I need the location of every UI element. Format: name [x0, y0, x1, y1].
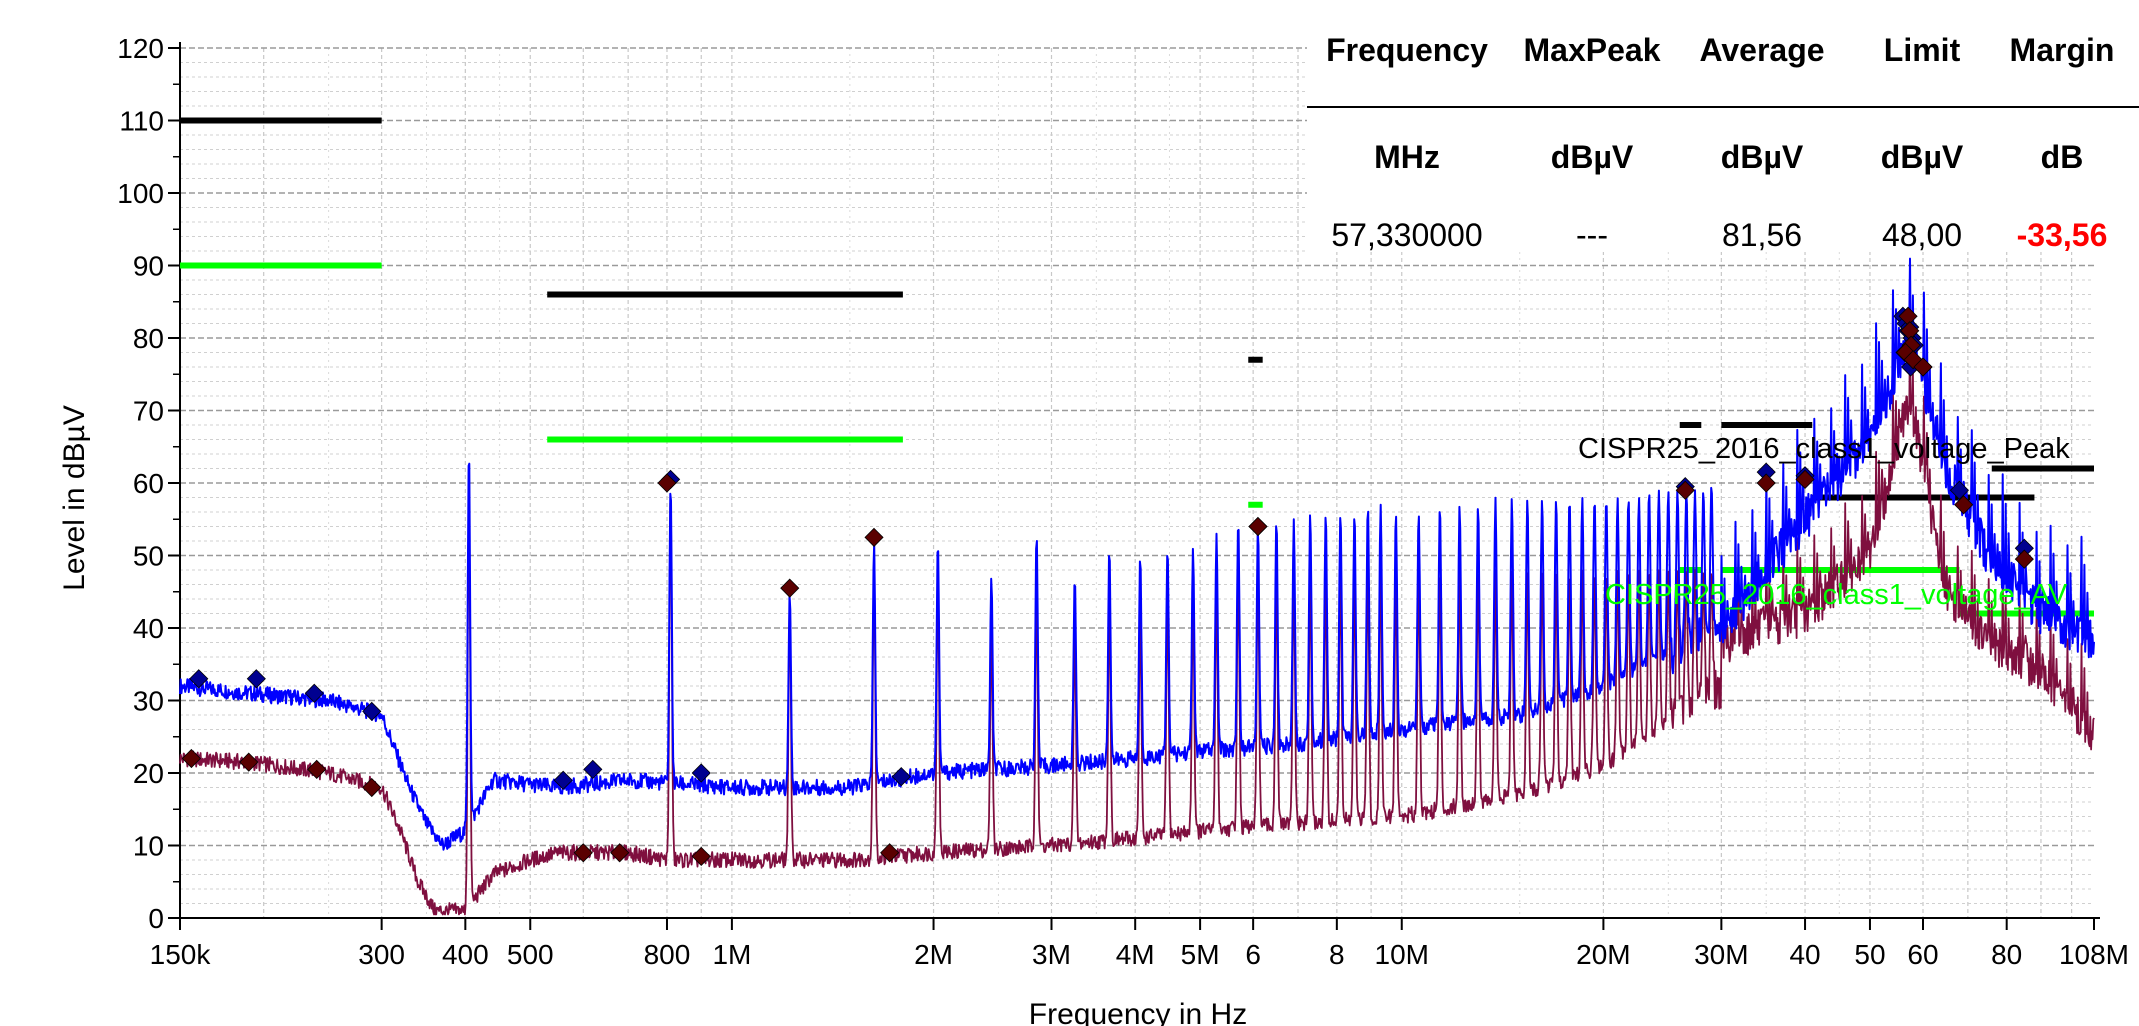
x-tick-label: 2M [914, 939, 953, 970]
x-tick-label: 8 [1329, 939, 1345, 970]
x-tick-label: 800 [644, 939, 691, 970]
limit-average-label: CISPR25_2016_class1_voltage_AV [1605, 579, 2068, 611]
x-axis-title: Frequency in Hz [1029, 998, 1247, 1026]
cell-margin: -33,56 [2016, 217, 2108, 253]
marker-peak [891, 767, 911, 787]
x-tick-label: 108M [2059, 939, 2129, 970]
marker-average [657, 473, 677, 493]
y-tick-label: 90 [133, 251, 164, 282]
marker-average [2014, 549, 2034, 569]
x-tick-label: 4M [1116, 939, 1155, 970]
cell-maxpeak: --- [1576, 217, 1608, 253]
x-tick-label: 6 [1245, 939, 1261, 970]
marker-average [1913, 357, 1933, 377]
unit-average: dBµV [1720, 139, 1804, 175]
marker-peak [583, 759, 603, 779]
cell-limit: 48,00 [1881, 217, 1963, 253]
trace-average [179, 333, 2095, 916]
x-tick-label: 3M [1032, 939, 1071, 970]
marker-average [691, 846, 711, 866]
header-maxpeak: MaxPeak [1523, 32, 1661, 68]
x-tick-label: 400 [442, 939, 489, 970]
marker-average [1675, 480, 1695, 500]
header-frequency: Frequency [1326, 32, 1488, 68]
x-tick-label: 5M [1181, 939, 1220, 970]
unit-limit: dBµV [1880, 139, 1964, 175]
marker-average [864, 527, 884, 547]
series-markers [181, 306, 2034, 866]
marker-peak [691, 763, 711, 783]
marker-peak [189, 669, 209, 689]
x-tick-label: 20M [1576, 939, 1630, 970]
y-tick-label: 50 [133, 541, 164, 572]
marker-average [1756, 473, 1776, 493]
unit-maxpeak: dBµV [1550, 139, 1634, 175]
y-tick-label: 120 [117, 33, 164, 64]
marker-peak [304, 683, 324, 703]
marker-average [181, 748, 201, 769]
marker-peak [553, 770, 573, 790]
unit-margin: dB [2040, 139, 2084, 175]
result-table-unit-row: MHz dBµV dBµV dBµV dB [1307, 127, 2139, 187]
x-tick-label: 1M [712, 939, 751, 970]
y-tick-label: 100 [117, 178, 164, 209]
result-table-row: 57,330000 --- 81,56 48,00 -33,56 [1307, 205, 2139, 265]
x-tick-label: 60 [1907, 939, 1938, 970]
y-tick-label: 0 [148, 903, 164, 934]
series-traces [179, 257, 2095, 916]
cell-frequency: 57,330000 [1331, 217, 1483, 253]
x-tick-label: 30M [1694, 939, 1748, 970]
marker-average [239, 752, 259, 772]
marker-peak [362, 701, 382, 721]
result-table: Frequency MaxPeak Average Limit Margin M… [1307, 12, 2139, 253]
trace-peak [179, 257, 2095, 851]
marker-peak [246, 669, 266, 689]
marker-average [880, 843, 900, 863]
axes: 0 10 20 30 40 50 60 70 80 90 100 110 120 150k 300 400 50… [117, 33, 2129, 970]
y-tick-label: 10 [133, 831, 164, 862]
limit-labels: CISPR25_2016_class1_voltage_Peak CISPR25_… [1578, 433, 2070, 611]
y-tick-label: 60 [133, 468, 164, 499]
x-tick-label: 40 [1789, 939, 1820, 970]
x-tick-label: 50 [1854, 939, 1885, 970]
marker-average [1248, 516, 1268, 537]
y-tick-label: 70 [133, 396, 164, 427]
marker-peak [1949, 480, 1969, 500]
marker-average [362, 777, 382, 798]
x-tick-label: 300 [358, 939, 405, 970]
marker-average [1795, 469, 1815, 489]
y-tick-label: 30 [133, 686, 164, 717]
x-tick-label: 80 [1991, 939, 2022, 970]
marker-average [610, 843, 630, 863]
y-tick-label: 20 [133, 758, 164, 789]
header-limit: Limit [1883, 32, 1961, 68]
limit-peak-label: CISPR25_2016_class1_voltage_Peak [1578, 433, 2070, 465]
marker-average [307, 759, 327, 779]
result-table-header-row: Frequency MaxPeak Average Limit Margin [1307, 20, 2139, 80]
header-margin: Margin [2009, 32, 2115, 68]
x-tick-label: 500 [507, 939, 554, 970]
x-tick-label: 150k [150, 939, 212, 970]
y-tick-label: 80 [133, 323, 164, 354]
header-average: Average [1699, 32, 1825, 68]
y-tick-label: 110 [119, 106, 164, 137]
unit-frequency: MHz [1374, 139, 1440, 175]
cell-average: 81,56 [1721, 217, 1803, 253]
y-axis-title: Level in dBµV [58, 405, 91, 591]
result-table-separator [1307, 106, 2139, 108]
marker-average [1954, 495, 1974, 515]
x-tick-label: 10M [1375, 939, 1429, 970]
marker-average [573, 843, 593, 863]
y-tick-label: 40 [133, 613, 164, 644]
marker-average [780, 578, 800, 598]
